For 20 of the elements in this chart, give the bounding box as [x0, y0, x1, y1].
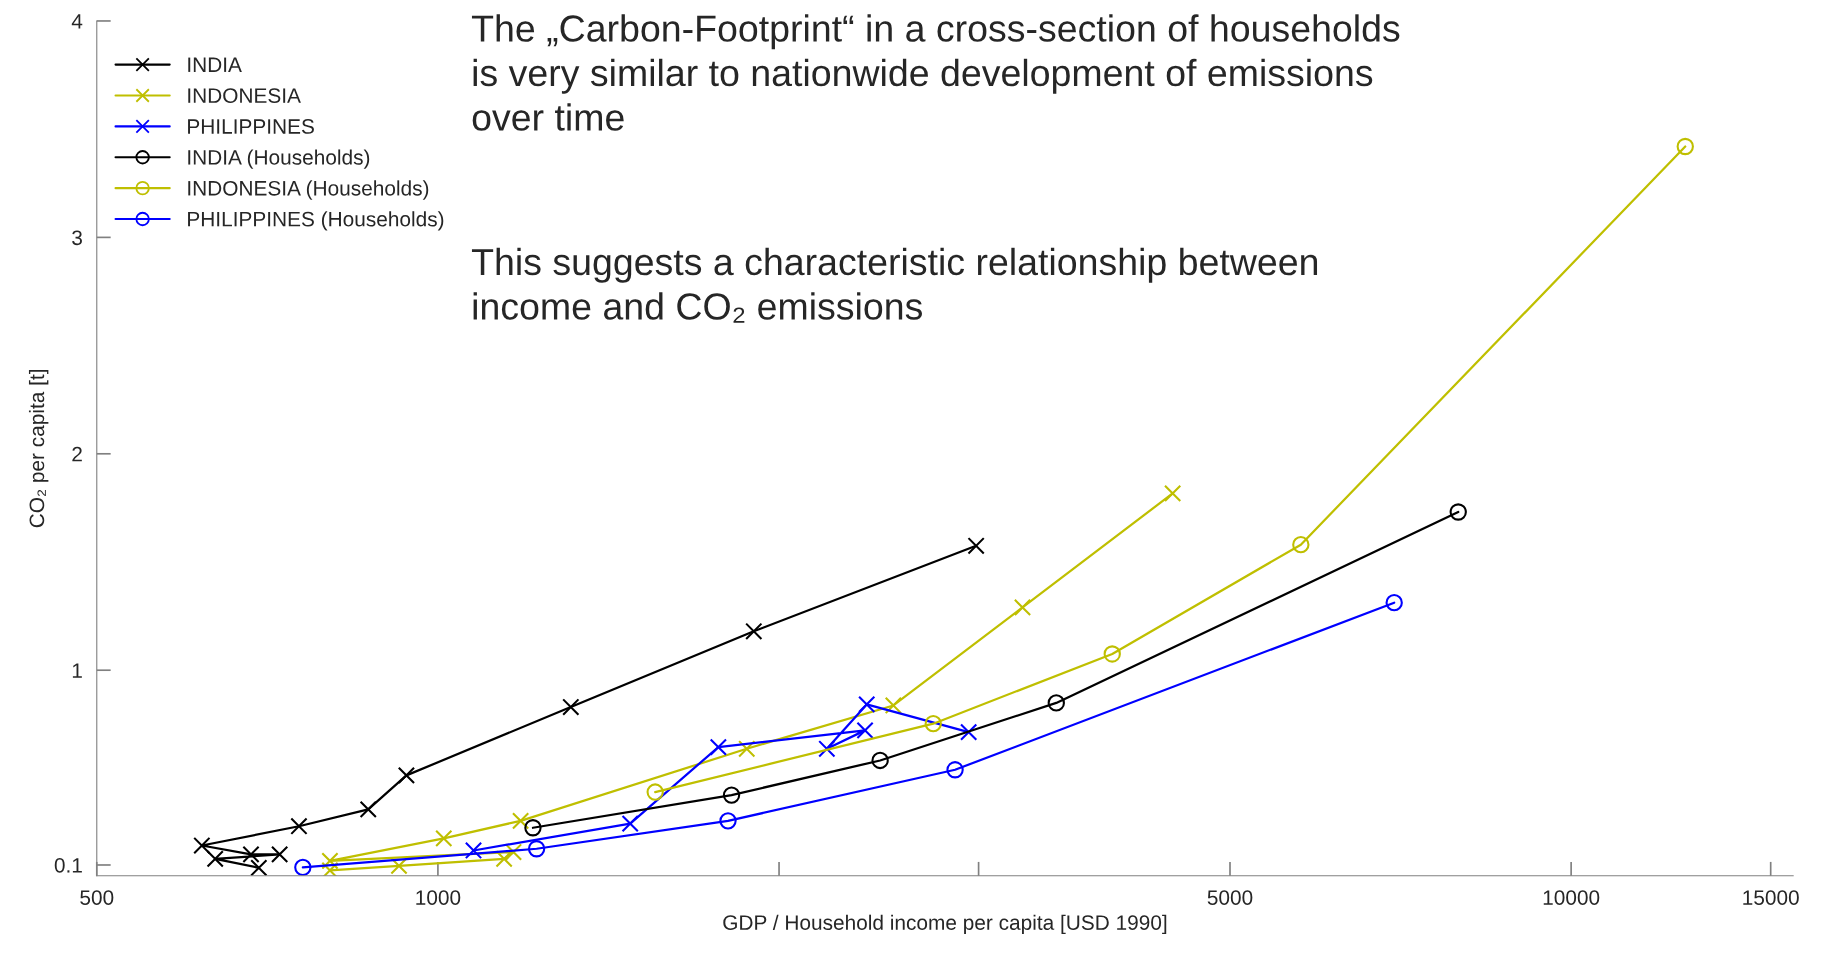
legend-label: INDONESIA — [188, 88, 301, 103]
x-tick-label: 15000 — [1743, 890, 1799, 905]
x-axis-title: GDP / Household income per capita [USD 1990] — [723, 914, 1167, 935]
y-tick-label: 0.1 — [54, 857, 82, 873]
y-tick-label: 3 — [72, 230, 82, 246]
annotation: The „Carbon-Footprint“ in a cross-section of households is very similar to nationwide development of emissions over time — [471, 14, 1400, 131]
y-tick-label: 2 — [72, 446, 82, 462]
legend-label: PHILIPPINES (Households) — [188, 211, 444, 231]
legend-label: PHILIPPINES — [188, 119, 314, 134]
y-tick-label: 1 — [72, 663, 82, 678]
annotation: This suggests a characteristic relationship between income and CO₂ emissions — [471, 247, 1318, 323]
legend-label: INDONESIA (Households) — [188, 180, 429, 200]
y-tick-label: 4 — [71, 14, 83, 29]
legend-label: INDIA (Households) — [188, 149, 370, 169]
y-axis-title: CO₂ per capita [t] — [28, 369, 49, 528]
x-tick-label: 5000 — [1207, 890, 1253, 905]
x-tick-label: 10000 — [1543, 890, 1600, 905]
legend-label: INDIA — [188, 57, 242, 72]
x-tick-label: 500 — [80, 890, 114, 905]
x-tick-label: 1000 — [416, 890, 461, 905]
